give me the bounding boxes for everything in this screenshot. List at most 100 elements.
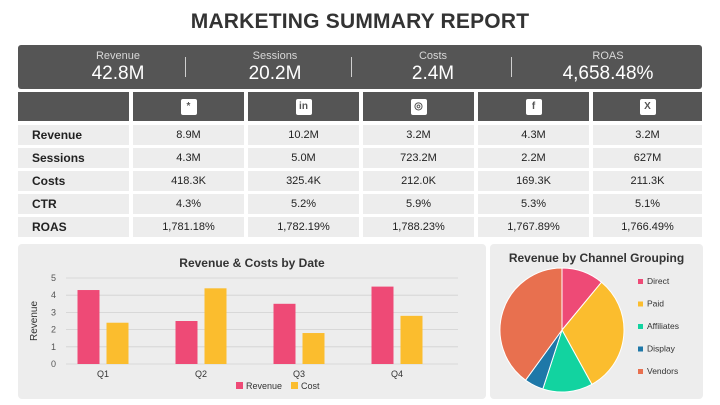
y-tick-label: 0	[51, 359, 56, 369]
legend-swatch	[236, 382, 243, 389]
y-tick-label: 5	[51, 273, 56, 283]
x-tick-label: Q2	[195, 369, 207, 379]
y-tick-label: 2	[51, 325, 56, 335]
linkedin-icon: in	[295, 98, 312, 115]
instagram-icon: ◎	[410, 98, 427, 115]
table-cell: 1,766.49%	[593, 217, 702, 237]
table-cell: 4.3M	[133, 148, 244, 168]
kpi-label: ROAS	[592, 50, 624, 62]
x-tick-label: Q3	[293, 369, 305, 379]
pie-chart-title: Revenue by Channel Grouping	[508, 251, 685, 265]
table-cell: 5.2%	[248, 194, 359, 214]
pie-slice-vendors	[499, 267, 563, 381]
bar-cost-q2	[204, 288, 227, 364]
legend-swatch	[638, 324, 643, 329]
bar-revenue-q4	[371, 286, 394, 364]
kpi-divider	[351, 57, 352, 77]
y-tick-label: 1	[51, 342, 56, 352]
table-cell: 8.9M	[133, 125, 244, 145]
table-header-channel: X	[593, 92, 702, 121]
pie-chart-panel: Revenue by Channel Grouping Direct Paid Af…	[490, 244, 703, 399]
bar-revenue-q2	[175, 321, 198, 364]
x-icon: X	[639, 98, 656, 115]
table-cell: 10.2M	[248, 125, 359, 145]
legend-swatch	[291, 382, 298, 389]
legend-label: Vendors	[647, 366, 678, 376]
pie-slice-paid	[561, 281, 625, 386]
bar-cost-q4	[400, 315, 423, 364]
channel-metrics-table: * in ◎ f X Revenue 8.9M 10.2M 3.2M 4.3M 3.2M Sessio…	[18, 92, 702, 240]
kpi-revenue: Revenue 42.8M	[33, 45, 203, 89]
legend-label: Cost	[301, 381, 320, 391]
legend-label: Revenue	[246, 381, 282, 391]
kpi-value: 20.2M	[248, 63, 302, 84]
y-tick-label: 3	[51, 307, 56, 317]
kpi-label: Sessions	[252, 50, 298, 62]
table-cell: 4.3%	[133, 194, 244, 214]
table-cell: 212.0K	[363, 171, 474, 191]
kpi-label: Costs	[418, 50, 448, 62]
kpi-bar: Revenue 42.8M Sessions 20.2M Costs 2.4M …	[18, 45, 702, 89]
bar-chart-title: Revenue & Costs by Date	[179, 256, 325, 270]
bar-chart: 0 1 2 3 4 5 Revenue Q1 Q2 Q3 Q4 Revenue Cost	[29, 273, 458, 391]
table-header-corner	[18, 92, 129, 121]
table-row-label: CTR	[18, 194, 129, 214]
legend-label: Paid	[647, 299, 664, 309]
table-cell: 1,782.19%	[248, 217, 359, 237]
legend-swatch	[638, 279, 643, 284]
table-cell: 5.9%	[363, 194, 474, 214]
legend-label: Affiliates	[647, 321, 679, 331]
kpi-value: 4,658.48%	[562, 63, 654, 84]
kpi-label: Revenue	[95, 50, 141, 62]
asterisk-icon: *	[180, 98, 197, 115]
table-cell: 627M	[593, 148, 702, 168]
bar-revenue-q1	[77, 290, 100, 364]
table-cell: 4.3M	[478, 125, 589, 145]
y-axis-label: Revenue	[29, 301, 40, 341]
x-tick-label: Q1	[97, 369, 109, 379]
table-cell: 5.0M	[248, 148, 359, 168]
legend-label: Direct	[647, 276, 670, 286]
kpi-value: 42.8M	[91, 63, 145, 84]
legend-swatch	[638, 369, 643, 374]
kpi-value: 2.4M	[411, 63, 455, 84]
table-header-channel: *	[133, 92, 244, 121]
table-row-label: Revenue	[18, 125, 129, 145]
facebook-icon: f	[525, 98, 542, 115]
table-cell: 5.3%	[478, 194, 589, 214]
table-cell: 5.1%	[593, 194, 702, 214]
kpi-divider	[185, 57, 186, 77]
table-row-label: Sessions	[18, 148, 129, 168]
table-header-channel: f	[478, 92, 589, 121]
kpi-divider	[511, 57, 512, 77]
table-cell: 3.2M	[363, 125, 474, 145]
kpi-sessions: Sessions 20.2M	[190, 45, 360, 89]
pie-chart: Direct Paid Affiliates Display Vendors	[499, 267, 679, 393]
x-tick-label: Q4	[391, 369, 403, 379]
bar-revenue-q3	[273, 303, 296, 364]
y-tick-label: 4	[51, 290, 56, 300]
table-cell: 211.3K	[593, 171, 702, 191]
legend-label: Display	[647, 344, 676, 354]
table-cell: 3.2M	[593, 125, 702, 145]
table-row-label: ROAS	[18, 217, 129, 237]
table-header-channel: in	[248, 92, 359, 121]
table-header-channel: ◎	[363, 92, 474, 121]
kpi-roas: ROAS 4,658.48%	[523, 45, 693, 89]
table-cell: 1,781.18%	[133, 217, 244, 237]
table-cell: 418.3K	[133, 171, 244, 191]
table-cell: 169.3K	[478, 171, 589, 191]
table-cell: 723.2M	[363, 148, 474, 168]
legend-swatch	[638, 346, 643, 352]
table-cell: 1,788.23%	[363, 217, 474, 237]
bar-chart-panel: Revenue & Costs by Date 0 1 2 3 4 5 Revenue Q1 Q…	[18, 244, 486, 399]
legend-swatch	[638, 301, 643, 307]
bar-cost-q3	[302, 333, 325, 364]
table-row-label: Costs	[18, 171, 129, 191]
kpi-costs: Costs 2.4M	[348, 45, 518, 89]
table-cell: 325.4K	[248, 171, 359, 191]
table-cell: 2.2M	[478, 148, 589, 168]
page-title: MARKETING SUMMARY REPORT	[190, 10, 530, 33]
bar-cost-q1	[106, 322, 129, 364]
table-cell: 1,767.89%	[478, 217, 589, 237]
